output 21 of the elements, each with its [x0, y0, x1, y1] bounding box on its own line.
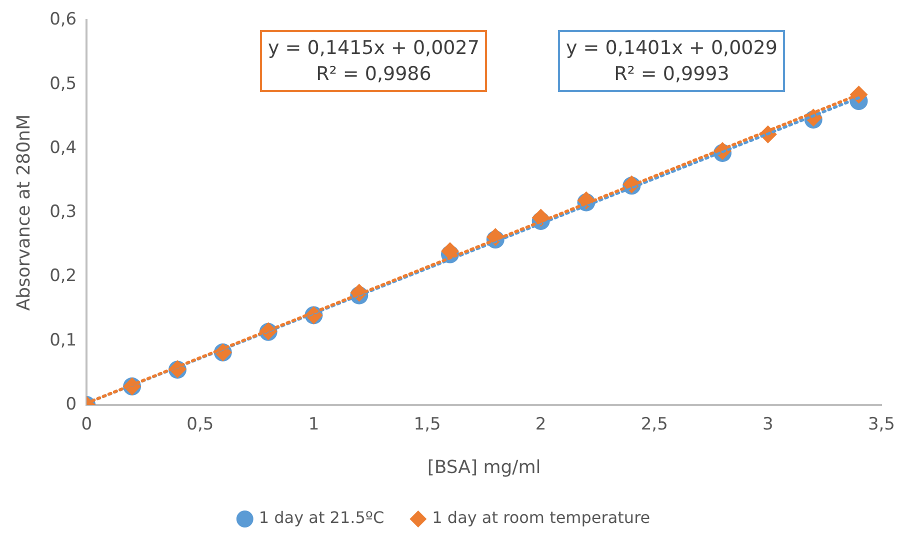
y-axis-title: Absorvance at 280nM — [13, 114, 34, 311]
x-tick-label: 3,5 — [868, 414, 896, 435]
annotation: y = 0,1401x + 0,0029 R² = 0,9993 — [558, 30, 786, 92]
x-tick-label: 0 — [81, 414, 92, 435]
x-tick-label: 2,5 — [640, 414, 668, 435]
x-tick-label: 1 — [308, 414, 320, 435]
y-tick-label: 0,2 — [50, 266, 77, 286]
y-tick-label: 0,3 — [50, 202, 77, 222]
x-tick-label: 3 — [762, 414, 774, 435]
y-tick-label: 0,6 — [50, 10, 77, 30]
y-tick-label: 0,4 — [50, 138, 77, 158]
y-tick-label: 0,1 — [50, 330, 77, 350]
legend-label: 1 day at room temperature — [432, 508, 650, 528]
y-tick-label: 0 — [66, 394, 77, 414]
x-tick-label: 2 — [535, 414, 546, 435]
x-tick-label: 0,5 — [186, 414, 214, 435]
x-axis-title: [BSA] mg/ml — [427, 456, 541, 478]
x-tick-label: 1,5 — [414, 414, 441, 435]
legend-label: 1 day at 21.5ºC — [258, 508, 384, 528]
y-tick-label: 0,5 — [50, 74, 77, 94]
annotation: y = 0,1415x + 0,0027 R² = 0,9986 — [260, 30, 488, 92]
